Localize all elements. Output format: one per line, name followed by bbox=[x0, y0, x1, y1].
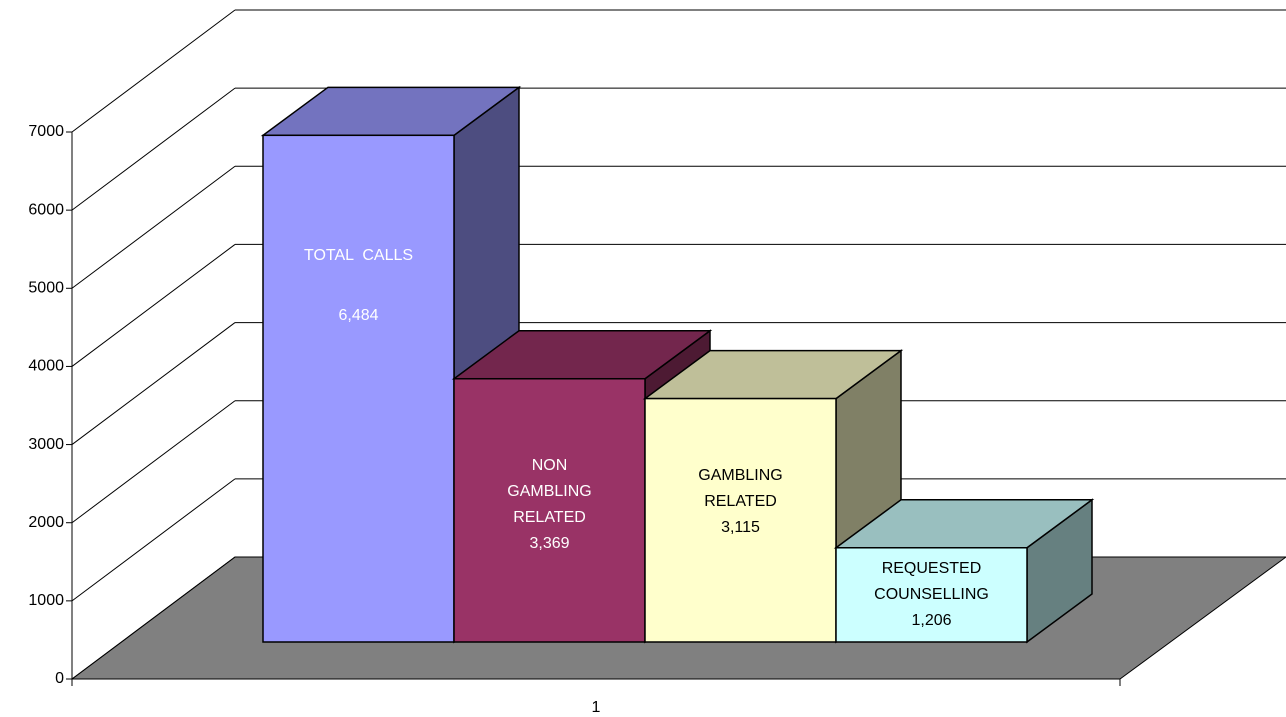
grid-line bbox=[71, 322, 236, 445]
bar-front bbox=[644, 397, 837, 643]
y-tick-label: 7000 bbox=[28, 123, 64, 140]
x-tick-label: 1 bbox=[592, 699, 601, 716]
bar-front bbox=[835, 547, 1028, 643]
grid-line bbox=[71, 244, 236, 367]
value-label: 3,369 bbox=[529, 535, 570, 552]
bar-label: REQUESTED COUNSELLING 1,206 bbox=[852, 556, 1012, 634]
value-label: 3,115 bbox=[721, 519, 760, 536]
grid-line bbox=[71, 400, 236, 524]
y-tick-label: 3000 bbox=[28, 436, 64, 453]
grid-line bbox=[71, 9, 236, 133]
bar bbox=[833, 498, 1095, 644]
grid-line bbox=[71, 87, 236, 211]
grid-line bbox=[71, 478, 236, 602]
y-tick-label: 0 bbox=[55, 670, 64, 687]
bar-front bbox=[453, 377, 646, 643]
series-name: GAMBLING RELATED bbox=[698, 467, 788, 510]
y-tick-label: 1000 bbox=[28, 592, 64, 609]
value-label: 6,484 bbox=[338, 307, 379, 324]
series-name: REQUESTED COUNSELLING bbox=[874, 560, 989, 603]
bar-label: NON GAMBLING RELATED 3,369 bbox=[498, 453, 602, 557]
bar-label: GAMBLING RELATED 3,115 bbox=[676, 463, 806, 541]
y-tick-label: 6000 bbox=[28, 201, 64, 218]
y-tick-label: 4000 bbox=[28, 358, 64, 375]
y-tick-label: 2000 bbox=[28, 514, 64, 531]
series-name: TOTAL CALLS bbox=[303, 247, 414, 264]
bar-front bbox=[262, 134, 455, 643]
y-tick-label: 5000 bbox=[28, 280, 64, 297]
value-label: 1,206 bbox=[911, 612, 952, 629]
grid-line bbox=[71, 556, 236, 680]
series-name: NON GAMBLING RELATED bbox=[507, 457, 597, 526]
grid-line bbox=[71, 165, 236, 289]
bar-label: TOTAL CALLS 6,484 bbox=[259, 243, 459, 329]
